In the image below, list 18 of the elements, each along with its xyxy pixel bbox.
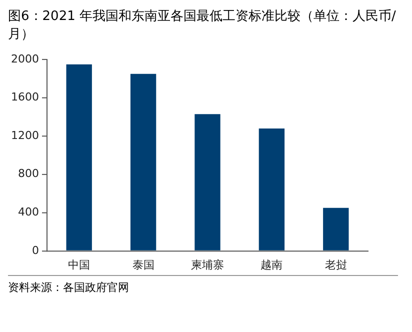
bar bbox=[194, 114, 220, 250]
x-tick-label: 越南 bbox=[260, 258, 283, 272]
x-tick-label: 柬埔寨 bbox=[190, 258, 224, 272]
y-tick-label: 800 bbox=[18, 167, 40, 180]
x-tick-label: 中国 bbox=[68, 258, 90, 272]
y-tick-label: 0 bbox=[32, 244, 40, 257]
bar bbox=[66, 64, 92, 250]
bar bbox=[258, 128, 285, 250]
y-tick-label: 1600 bbox=[11, 90, 40, 104]
chart-title: 图6：2021 年我国和东南亚各国最低工资标准比较（单位：人民币/月） bbox=[8, 8, 397, 44]
y-tick-label: 1200 bbox=[11, 128, 40, 142]
text: 资料来源：各国政府官网 bbox=[8, 280, 130, 295]
bar bbox=[323, 208, 349, 250]
x-tick-label: 老挝 bbox=[324, 258, 347, 272]
x-tick-label: 泰国 bbox=[132, 258, 154, 272]
y-tick-label: 2000 bbox=[11, 52, 40, 66]
bar bbox=[130, 74, 156, 250]
y-tick-label: 400 bbox=[18, 206, 40, 218]
